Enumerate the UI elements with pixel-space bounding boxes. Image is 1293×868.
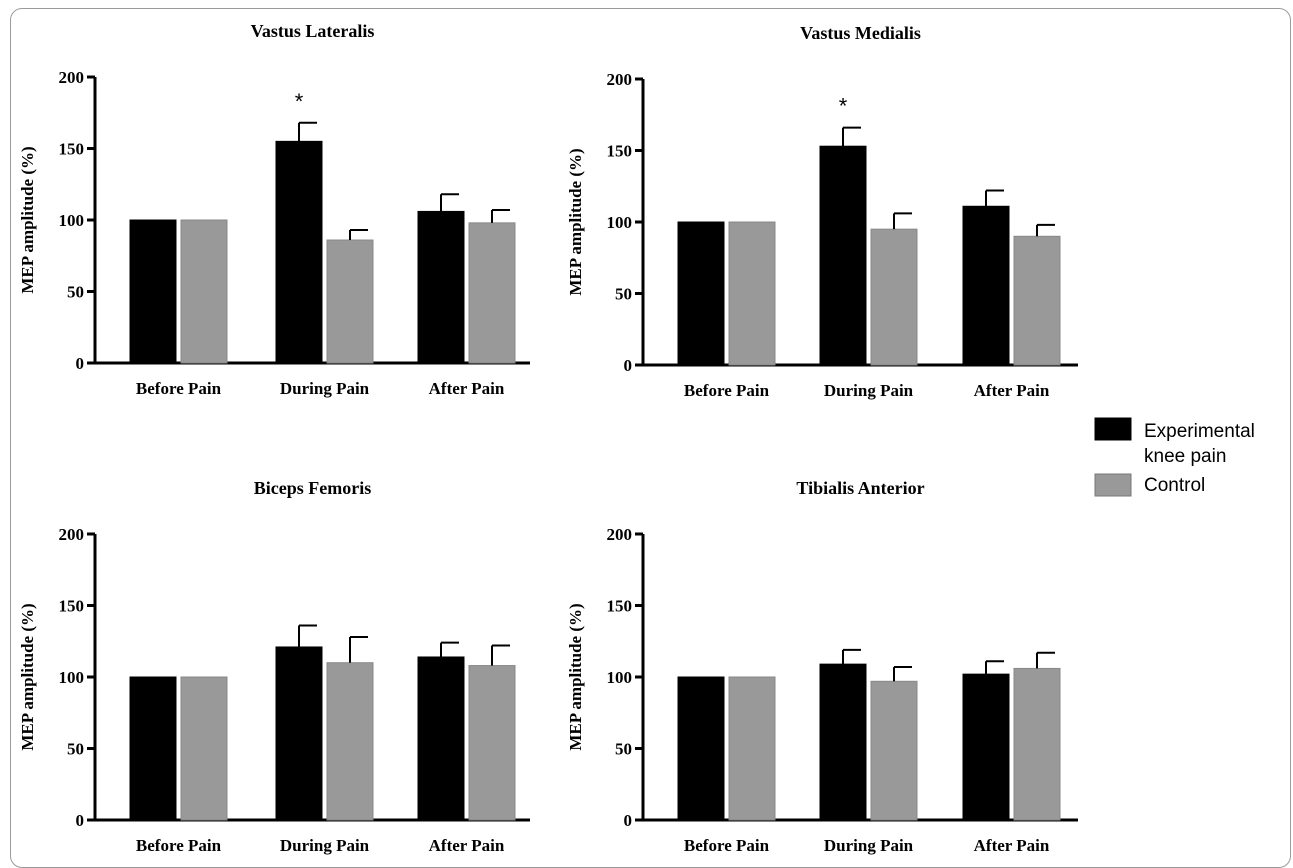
x-tick-label: Before Pain: [684, 381, 770, 400]
bar-control: [468, 222, 516, 364]
chart-title: Biceps Femoris: [254, 478, 371, 498]
chart-title: Vastus Lateralis: [251, 21, 375, 41]
legend-label-experimental-line1: Experimental: [1144, 421, 1255, 442]
bar-control: [1013, 235, 1061, 366]
y-tick-label: 50: [615, 285, 632, 304]
legend-swatch-experimental: [1094, 417, 1132, 441]
y-tick-label: 200: [607, 525, 633, 544]
x-tick-label: After Pain: [974, 836, 1050, 855]
x-tick-label: During Pain: [280, 836, 370, 855]
y-axis-label: MEP amplitude (%): [18, 603, 37, 750]
bar-control: [180, 676, 228, 821]
y-tick-label: 150: [607, 142, 633, 161]
chart-title: Tibialis Anterior: [796, 478, 924, 498]
y-tick-label: 100: [607, 213, 633, 232]
y-axis-label: MEP amplitude (%): [18, 146, 37, 293]
bar-experimental: [962, 673, 1010, 821]
chart-title: Vastus Medialis: [800, 23, 921, 43]
bar-experimental: [819, 663, 867, 821]
bar-experimental: [129, 676, 177, 821]
bar-control: [1013, 667, 1061, 821]
bar-control: [870, 680, 918, 821]
bar-control: [728, 221, 776, 366]
y-tick-label: 0: [624, 811, 633, 830]
x-tick-label: After Pain: [429, 379, 505, 398]
bar-experimental: [677, 221, 725, 366]
x-tick-label: During Pain: [824, 836, 914, 855]
y-tick-label: 50: [67, 283, 84, 302]
chart-panel-4: Tibialis Anterior MEP amplitude (%) 0 50 100…: [566, 478, 1078, 855]
x-tick-label: After Pain: [429, 836, 505, 855]
y-tick-label: 150: [607, 597, 633, 616]
y-tick-label: 100: [59, 668, 85, 687]
y-tick-label: 100: [607, 668, 633, 687]
bar-experimental: [275, 646, 323, 821]
bar-experimental: [417, 656, 465, 821]
significance-marker: *: [295, 89, 304, 114]
y-tick-label: 150: [59, 140, 85, 159]
x-tick-label: Before Pain: [684, 836, 770, 855]
y-tick-label: 0: [624, 356, 633, 375]
x-tick-label: During Pain: [824, 381, 914, 400]
bar-control: [468, 665, 516, 821]
x-tick-label: After Pain: [974, 381, 1050, 400]
y-tick-label: 200: [59, 68, 85, 87]
x-tick-label: Before Pain: [136, 836, 222, 855]
y-tick-label: 0: [76, 811, 85, 830]
bar-control: [180, 219, 228, 364]
bar-control: [326, 239, 374, 364]
y-axis-label: MEP amplitude (%): [566, 148, 585, 295]
bar-control: [870, 228, 918, 366]
bar-experimental: [962, 205, 1010, 366]
bar-experimental: [819, 145, 867, 366]
y-tick-label: 0: [76, 354, 85, 373]
bar-experimental: [275, 140, 323, 364]
bar-control: [728, 676, 776, 821]
bar-control: [326, 662, 374, 821]
y-tick-label: 200: [607, 70, 633, 89]
legend-label-experimental-line2: knee pain: [1144, 446, 1226, 467]
chart-panel-3: Biceps Femoris MEP amplitude (%) 0 50 100 150…: [18, 478, 530, 855]
chart-panel-1: Vastus Lateralis MEP amplitude (%) 0 50 100 1…: [18, 21, 530, 398]
legend-swatch-control: [1094, 473, 1132, 497]
bar-experimental: [129, 219, 177, 364]
bar-experimental: [417, 210, 465, 364]
y-tick-label: 50: [615, 740, 632, 759]
y-axis-label: MEP amplitude (%): [566, 603, 585, 750]
y-tick-label: 200: [59, 525, 85, 544]
legend-label-control: Control: [1144, 475, 1205, 496]
y-tick-label: 100: [59, 211, 85, 230]
chart-panel-2: Vastus Medialis MEP amplitude (%) 0 50 100 15…: [566, 23, 1078, 400]
bar-experimental: [677, 676, 725, 821]
x-tick-label: Before Pain: [136, 379, 222, 398]
legend: Experimental knee pain Control: [1094, 417, 1255, 497]
significance-marker: *: [839, 94, 848, 119]
x-tick-label: During Pain: [280, 379, 370, 398]
y-tick-label: 150: [59, 597, 85, 616]
y-tick-label: 50: [67, 740, 84, 759]
